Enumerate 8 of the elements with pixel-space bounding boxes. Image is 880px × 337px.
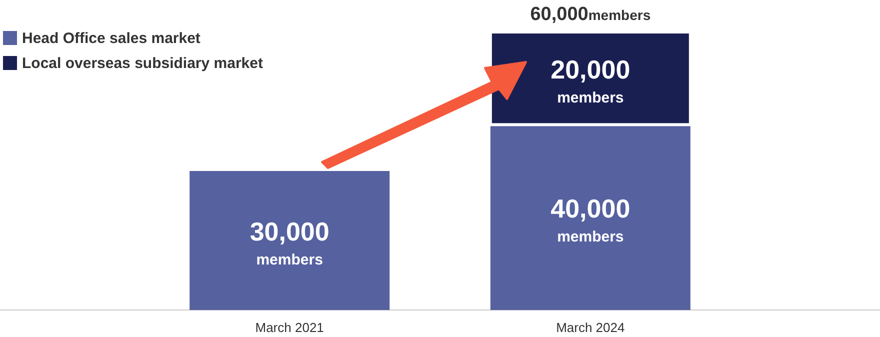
legend-label: Head Office sales market <box>22 30 200 47</box>
data-label: 40,000 members <box>550 193 630 246</box>
data-label: 20,000 members <box>550 54 630 106</box>
x-tick-label: March 2021 <box>255 320 324 335</box>
total-label: 60,000members <box>530 4 651 25</box>
legend-label: Local overseas subsidiary market <box>22 55 263 72</box>
x-tick-label: March 2024 <box>556 320 625 335</box>
data-label: 30,000 members <box>250 216 330 268</box>
